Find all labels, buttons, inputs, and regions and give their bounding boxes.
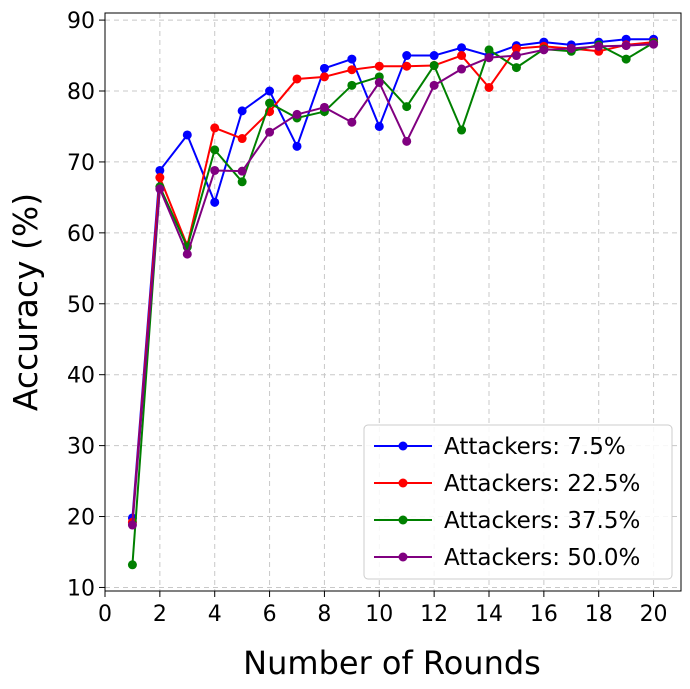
data-point	[127, 560, 137, 570]
legend-item: Attackers: 7.5%	[374, 434, 626, 460]
x-tick-label: 12	[420, 602, 448, 627]
data-point	[237, 166, 247, 176]
data-point	[484, 82, 494, 92]
data-point	[429, 60, 439, 70]
data-point	[292, 141, 302, 151]
data-point	[292, 74, 302, 84]
legend-marker	[398, 515, 408, 525]
series-line	[131, 43, 654, 526]
data-point	[511, 51, 521, 61]
legend-box	[363, 424, 673, 580]
data-point	[594, 41, 604, 51]
x-tick-label: 10	[365, 602, 393, 627]
y-tick-label: 80	[67, 80, 95, 105]
y-tick-label: 40	[67, 364, 95, 389]
series-line	[131, 41, 655, 565]
data-point	[649, 39, 659, 49]
y-tick-label: 10	[67, 576, 95, 601]
series-layer	[127, 34, 659, 570]
data-point	[402, 102, 412, 112]
legend-marker	[398, 441, 408, 451]
data-point	[374, 78, 384, 88]
data-point	[347, 117, 357, 127]
y-tick-label: 90	[67, 9, 95, 34]
data-point	[319, 63, 329, 73]
data-point	[511, 43, 521, 53]
data-point	[402, 136, 412, 146]
data-point	[155, 184, 165, 194]
data-point	[429, 80, 439, 90]
x-tick-label: 0	[98, 602, 112, 627]
data-point	[210, 197, 220, 207]
data-point	[319, 72, 329, 82]
data-point	[402, 51, 412, 61]
data-point	[347, 80, 357, 90]
x-tick-label: 14	[475, 602, 503, 627]
data-point	[347, 65, 357, 75]
data-point	[182, 130, 192, 140]
data-point	[484, 45, 494, 55]
data-point	[182, 249, 192, 259]
legend-marker	[398, 552, 408, 562]
y-tick-label: 70	[67, 151, 95, 176]
data-point	[237, 106, 247, 116]
data-point	[457, 64, 467, 74]
legend-label: Attackers: 7.5%	[444, 434, 626, 460]
data-point	[484, 53, 494, 63]
legend-item: Attackers: 37.5%	[374, 508, 640, 534]
y-axis-title: Accuracy (%)	[6, 193, 45, 411]
legend: Attackers: 7.5% Attackers: 22.5% Attackers…	[363, 424, 673, 580]
x-tick-label: 6	[263, 602, 277, 627]
x-tick-label: 2	[153, 602, 167, 627]
x-tick-label: 18	[585, 602, 613, 627]
data-point	[457, 43, 467, 53]
data-point	[621, 54, 631, 64]
legend-label: Attackers: 50.0%	[444, 545, 640, 571]
data-point	[292, 109, 302, 119]
legend-marker	[398, 478, 408, 488]
data-point	[210, 145, 220, 155]
y-tick-label: 30	[67, 435, 95, 460]
data-point	[621, 41, 631, 51]
series-4	[127, 39, 659, 530]
data-point	[265, 98, 275, 108]
data-point	[402, 61, 412, 71]
plot-frame	[104, 12, 682, 592]
data-point	[374, 61, 384, 71]
legend-label: Attackers: 22.5%	[444, 471, 640, 497]
data-point	[210, 165, 220, 175]
data-point	[265, 127, 275, 137]
y-axis: 10 20 30 40 50 60 70 80 90	[67, 9, 105, 601]
data-point	[511, 63, 521, 73]
data-point	[347, 54, 357, 64]
x-tick-label: 8	[317, 602, 331, 627]
data-point	[265, 86, 275, 96]
data-point	[127, 520, 137, 530]
legend-label: Attackers: 37.5%	[444, 508, 640, 534]
y-tick-label: 20	[67, 506, 95, 531]
data-point	[457, 51, 467, 61]
x-axis: 0 2 4 6 8 10 12 14 16 18 20	[98, 591, 668, 627]
x-tick-label: 20	[640, 602, 668, 627]
x-axis-title: Number of Rounds	[243, 644, 541, 682]
y-tick-label: 60	[67, 222, 95, 247]
legend-item: Attackers: 50.0%	[374, 545, 640, 571]
data-point	[155, 165, 165, 175]
data-point	[237, 177, 247, 187]
data-point	[566, 43, 576, 53]
data-point	[539, 45, 549, 55]
data-point	[457, 125, 467, 135]
y-tick-label: 50	[67, 293, 95, 318]
legend-item: Attackers: 22.5%	[374, 471, 640, 497]
data-point	[155, 173, 165, 183]
x-tick-label: 4	[208, 602, 222, 627]
x-tick-label: 16	[530, 602, 558, 627]
data-point	[374, 121, 384, 131]
data-point	[319, 102, 329, 112]
data-point	[429, 51, 439, 61]
data-point	[237, 134, 247, 144]
data-point	[210, 123, 220, 133]
